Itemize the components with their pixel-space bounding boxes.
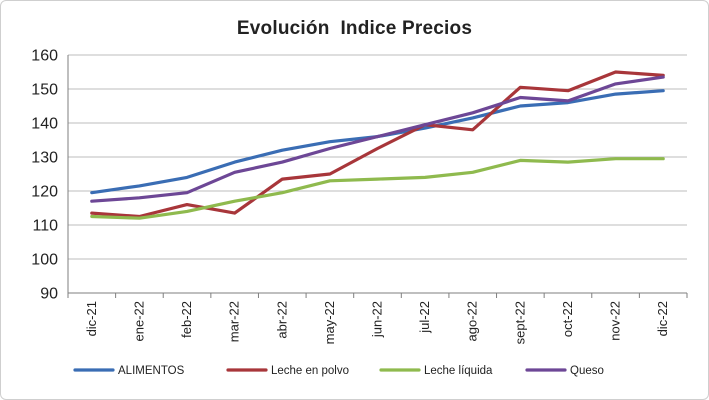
x-tick-label: dic-22 xyxy=(655,301,670,336)
x-tick-label: may-22 xyxy=(322,301,337,344)
gridlines xyxy=(68,54,687,260)
x-tick-label: ago-22 xyxy=(465,301,480,341)
legend-label-3: Queso xyxy=(570,365,604,377)
y-tick-label: 130 xyxy=(31,150,58,167)
y-tick-label: 160 xyxy=(31,48,58,65)
x-tick-label: dic-21 xyxy=(84,301,99,336)
x-tick-label: mar-22 xyxy=(227,301,242,342)
y-tick-label: 110 xyxy=(32,218,58,235)
y-tick-label: 90 xyxy=(40,286,58,303)
x-tick-label: oct-22 xyxy=(560,301,575,337)
series-line-2 xyxy=(90,157,665,220)
legend-label-0: ALIMENTOS xyxy=(118,365,185,377)
series-line-0 xyxy=(90,89,665,195)
chart-title: Evolución Indice Precios xyxy=(236,18,473,39)
y-tick-label: 120 xyxy=(31,184,58,201)
axes xyxy=(67,55,688,298)
x-tick-label: ene-22 xyxy=(131,301,146,341)
y-tick-label: 140 xyxy=(31,116,58,133)
series-line-3 xyxy=(90,75,665,203)
y-tick-labels: 90 100 110 120 130 140 150 160 xyxy=(31,48,58,303)
x-tick-label: sept-22 xyxy=(512,301,527,344)
x-tick-label: abr-22 xyxy=(274,301,289,339)
legend: ALIMENTOS Leche en polvo Leche líquida Ques… xyxy=(73,365,604,377)
x-tick-label: feb-22 xyxy=(179,301,194,338)
y-tick-label: 100 xyxy=(31,252,58,269)
legend-label-2: Leche líquida xyxy=(424,365,493,377)
x-tick-label: jul-22 xyxy=(417,301,432,334)
series-lines xyxy=(90,70,665,220)
x-tick-label: nov-22 xyxy=(608,301,623,341)
x-tick-labels: dic-21 ene-22 feb-22 mar-22 abr-22 may-22 jun-… xyxy=(84,301,670,344)
x-tick-label: jun-22 xyxy=(370,301,385,338)
y-tick-label: 150 xyxy=(31,82,58,99)
legend-label-1: Leche en polvo xyxy=(271,365,349,377)
series-line-1 xyxy=(90,70,665,219)
